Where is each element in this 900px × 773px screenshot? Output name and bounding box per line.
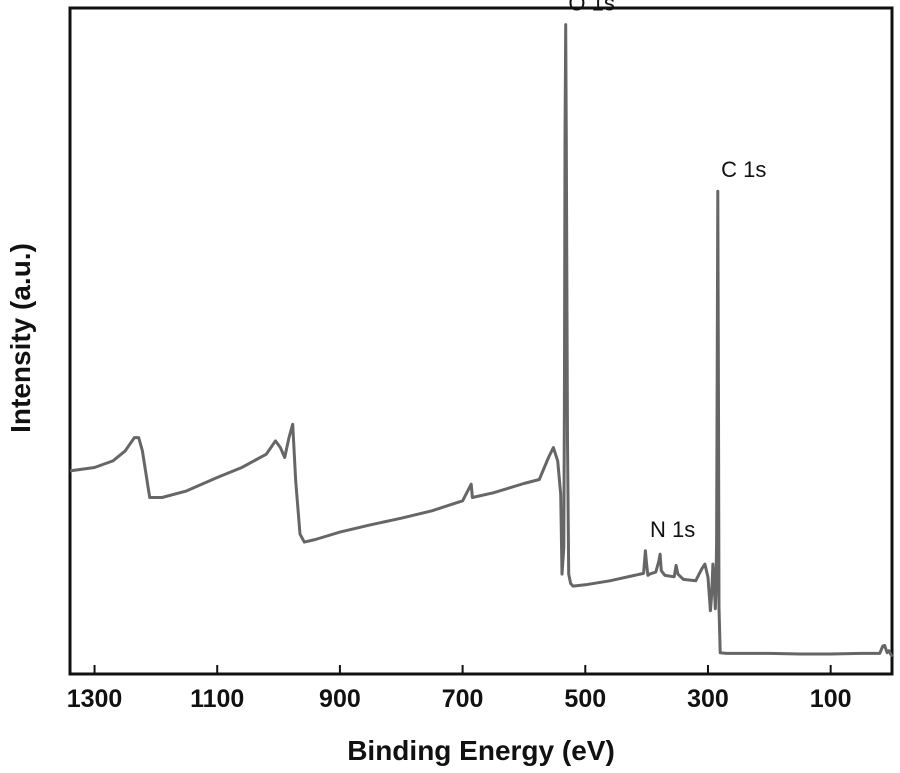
x-axis-title: Binding Energy (eV) [347,735,615,766]
spectrum-layer [69,23,894,658]
x-tick-label: 900 [319,685,361,713]
peak-label: N 1s [650,517,695,542]
x-tick-label: 300 [687,685,729,713]
x-tick-label: 100 [810,685,852,713]
x-tick-label: 700 [442,685,484,713]
peak-annotations: O 1s C 1s N 1s [568,0,766,542]
x-tick-label: 1300 [67,685,123,713]
x-tick-label: 1100 [190,685,244,713]
y-axis-title: Intensity (a.u.) [5,243,36,433]
peak-label: O 1s [568,0,614,16]
peak-label: C 1s [721,157,766,182]
x-tick-label: 500 [564,685,606,713]
x-axis-ticks: 1300 1100 900 700 500 300 100 [67,665,852,713]
spectrum-line-0 [69,23,894,658]
plot-frame [68,6,894,676]
